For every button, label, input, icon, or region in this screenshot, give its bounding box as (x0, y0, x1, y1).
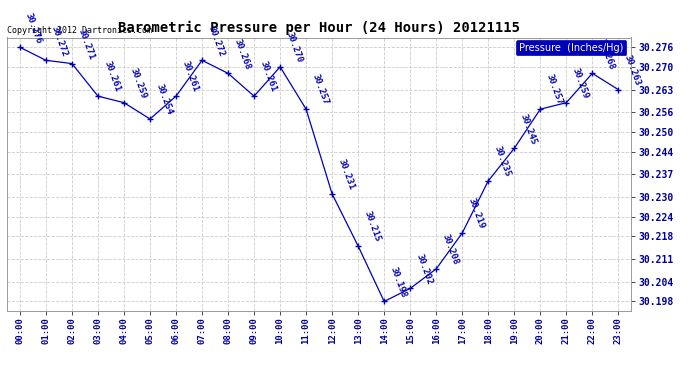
Text: 30.272: 30.272 (206, 24, 226, 57)
Text: 30.263: 30.263 (622, 54, 642, 87)
Text: 30.270: 30.270 (284, 31, 304, 64)
Text: 30.271: 30.271 (76, 27, 96, 61)
Text: 30.245: 30.245 (518, 112, 538, 146)
Text: 30.198: 30.198 (388, 265, 408, 299)
Text: 30.261: 30.261 (258, 60, 278, 93)
Text: 30.272: 30.272 (50, 24, 70, 57)
Text: 30.254: 30.254 (154, 83, 174, 116)
Text: 30.261: 30.261 (102, 60, 121, 93)
Text: 30.202: 30.202 (415, 252, 434, 286)
Text: 30.259: 30.259 (128, 66, 148, 100)
Text: 30.219: 30.219 (466, 197, 486, 230)
Text: 30.257: 30.257 (310, 73, 330, 106)
Title: Barometric Pressure per Hour (24 Hours) 20121115: Barometric Pressure per Hour (24 Hours) … (118, 21, 520, 35)
Text: 30.261: 30.261 (180, 60, 199, 93)
Text: 30.208: 30.208 (440, 233, 460, 266)
Text: 30.268: 30.268 (596, 37, 616, 70)
Text: 30.259: 30.259 (571, 66, 590, 100)
Text: 30.276: 30.276 (24, 11, 43, 45)
Text: 30.268: 30.268 (233, 37, 252, 70)
Legend: Pressure  (Inches/Hg): Pressure (Inches/Hg) (516, 40, 627, 56)
Text: 30.215: 30.215 (362, 210, 382, 243)
Text: 30.257: 30.257 (544, 73, 564, 106)
Text: 30.231: 30.231 (336, 158, 356, 191)
Text: 30.235: 30.235 (493, 145, 512, 178)
Text: Copyright 2012 Dartronics.com: Copyright 2012 Dartronics.com (7, 26, 152, 35)
